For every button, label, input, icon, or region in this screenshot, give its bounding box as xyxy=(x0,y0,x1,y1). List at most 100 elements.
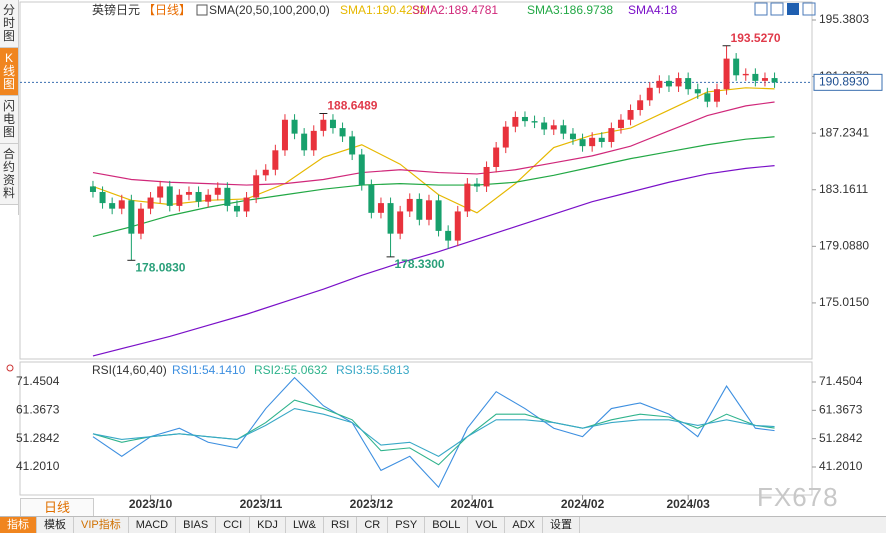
candle-body xyxy=(262,169,269,176)
rsi-title: RSI(14,60,40) xyxy=(92,363,167,377)
candle-body xyxy=(99,191,106,204)
candle-body xyxy=(339,128,346,137)
main-panel-border xyxy=(19,1,813,360)
sidebar-tab[interactable]: 合约资料 xyxy=(0,144,18,205)
candle-body xyxy=(185,191,192,195)
button[interactable] xyxy=(787,3,799,15)
toolbar-tab[interactable]: LW& xyxy=(286,517,324,533)
y-tick-label-left: 61.3673 xyxy=(16,403,60,417)
candle-body xyxy=(713,89,720,102)
candle-body xyxy=(627,110,634,120)
toolbar-tab[interactable]: 模板 xyxy=(37,517,74,533)
toolbar-tab[interactable]: PSY xyxy=(388,517,426,533)
y-tick-label: 187.2341 xyxy=(819,125,869,139)
candle-body xyxy=(464,183,471,212)
toolbar-tab[interactable]: BIAS xyxy=(176,517,217,533)
candle-body xyxy=(416,198,423,220)
rsi-line xyxy=(92,376,775,489)
candle-body xyxy=(521,116,528,122)
candle-body xyxy=(320,119,327,131)
candle-body xyxy=(771,78,778,83)
candle-body xyxy=(761,78,768,81)
sidebar: 分时图 K线图 闪电图 合约资料 xyxy=(0,0,19,215)
window-buttons xyxy=(754,2,816,16)
candle-body xyxy=(445,230,452,241)
candle-body xyxy=(483,166,490,187)
toolbar-tab[interactable]: VOL xyxy=(468,517,506,533)
candle-body xyxy=(742,73,749,76)
candle-body xyxy=(569,133,576,140)
last-price-label: 190.8930 xyxy=(819,75,869,89)
y-tick-label-left: 51.2842 xyxy=(16,431,60,445)
candle-body xyxy=(589,137,596,147)
candle-body xyxy=(512,116,519,127)
candle-body xyxy=(176,194,183,206)
sidebar-tab[interactable]: 分时图 xyxy=(0,0,18,48)
legend-entry: SMA4:18 xyxy=(628,3,678,17)
toolbar-tab[interactable]: ADX xyxy=(505,517,543,533)
sma-line xyxy=(92,87,775,214)
button[interactable] xyxy=(802,2,816,16)
candle-body xyxy=(253,175,260,198)
x-tick-label: 2023/11 xyxy=(240,497,283,511)
candle-body xyxy=(224,187,231,206)
toolbar-tab[interactable]: 指标 xyxy=(0,517,37,533)
sma-line xyxy=(92,101,775,186)
candle-body xyxy=(358,154,365,186)
candle-body xyxy=(205,194,212,202)
legend-entry: RSI2:55.0632 xyxy=(254,363,328,377)
legend-entry: SMA1:190.4232 xyxy=(340,3,426,17)
candle-body xyxy=(541,122,548,130)
candle-body xyxy=(118,200,125,209)
candle-body xyxy=(579,139,586,147)
y-tick-label: 179.0880 xyxy=(819,239,869,253)
extreme-label: 178.0830 xyxy=(135,260,185,274)
toolbar-tab[interactable]: RSI xyxy=(324,517,358,533)
sma-line xyxy=(92,136,775,238)
extreme-label: 188.6489 xyxy=(327,99,377,113)
candle-body xyxy=(723,58,730,90)
period-label[interactable]: 日线 xyxy=(20,498,94,517)
button[interactable] xyxy=(770,2,784,16)
candle-body xyxy=(675,78,682,87)
y-tick-label: 195.3803 xyxy=(819,12,869,26)
y-tick-label-left: 41.2010 xyxy=(16,459,60,473)
legend-entry: RSI3:55.5813 xyxy=(336,363,410,377)
x-tick-label: 2024/02 xyxy=(561,497,605,511)
toolbar-tab[interactable]: KDJ xyxy=(250,517,286,533)
legend-entry: SMA3:186.9738 xyxy=(527,3,613,17)
sidebar-tab[interactable]: 闪电图 xyxy=(0,96,18,144)
candle-body xyxy=(656,80,663,88)
y-tick-label: 41.2010 xyxy=(819,459,863,473)
candle-body xyxy=(531,121,538,123)
sidebar-tab[interactable]: K线图 xyxy=(0,48,18,96)
legend-entry: RSI1:54.1410 xyxy=(172,363,246,377)
candle-body xyxy=(137,208,144,234)
toolbar: 指标 模板 VIP指标 MACD BIAS CCI KDJ LW& RSI CR PSY BOLL VO… xyxy=(0,516,886,533)
candle-body xyxy=(89,186,96,192)
candle-body xyxy=(214,187,221,195)
extreme-label: 178.3300 xyxy=(395,257,445,271)
candle-body xyxy=(637,100,644,111)
toolbar-tab[interactable]: CR xyxy=(357,517,389,533)
candle-body xyxy=(377,203,384,213)
toolbar-tab[interactable]: VIP指标 xyxy=(74,517,129,533)
y-tick-label: 51.2842 xyxy=(819,431,863,445)
candle-body xyxy=(281,119,288,151)
x-tick-label: 2024/01 xyxy=(450,497,494,511)
candle-body xyxy=(752,73,759,81)
button[interactable] xyxy=(754,2,768,16)
candle-body xyxy=(310,130,317,151)
candle-body xyxy=(704,93,711,102)
toolbar-tab[interactable]: MACD xyxy=(129,517,177,533)
watermark: FX678 xyxy=(757,482,839,512)
toolbar-tab[interactable]: BOLL xyxy=(425,517,469,533)
sma-line xyxy=(92,164,775,357)
toolbar-tab[interactable]: 设置 xyxy=(543,517,580,533)
rsi-icon[interactable] xyxy=(6,364,14,372)
candle-body xyxy=(560,125,567,134)
candle-body xyxy=(109,203,116,209)
toolbar-tab[interactable]: CCI xyxy=(216,517,251,533)
